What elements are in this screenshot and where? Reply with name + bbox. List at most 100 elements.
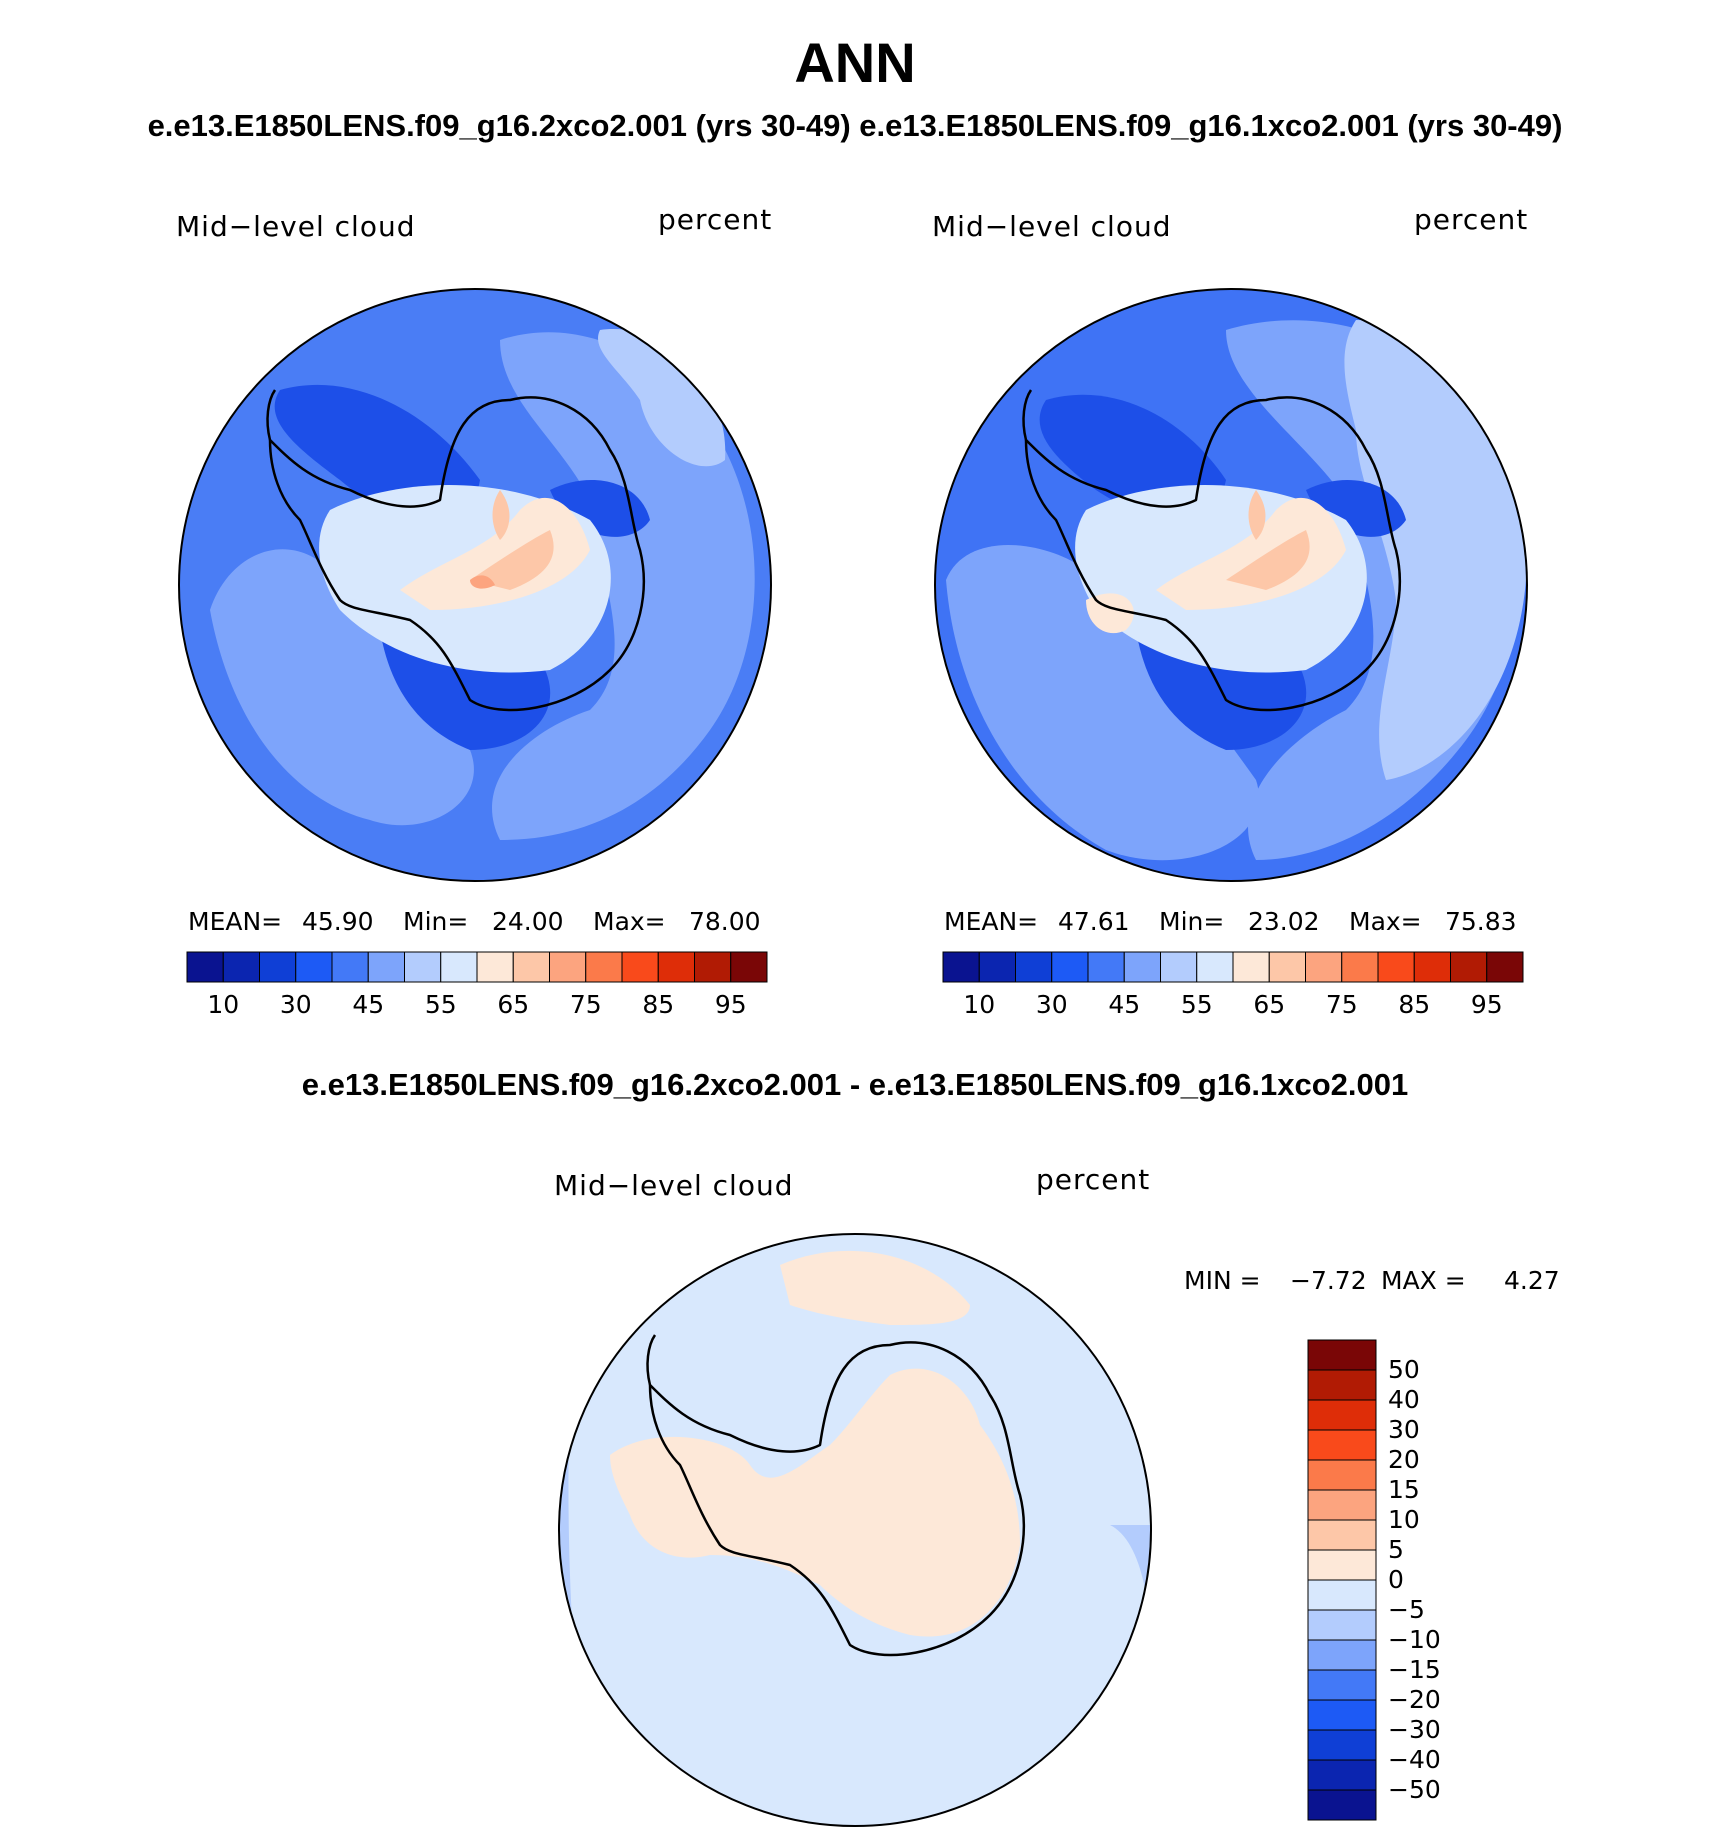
panel2-map [934, 288, 1528, 882]
colorbar-tick-label: −15 [1388, 1655, 1441, 1684]
light-cloud-region [1344, 320, 1526, 780]
colorbar-swatch [1307, 1399, 1377, 1431]
colorbar-swatch [476, 951, 514, 983]
warm-cloud-region [780, 1250, 970, 1325]
colorbar-tick-label: 65 [1253, 990, 1286, 1019]
mid-cloud-region [946, 545, 1259, 861]
colorbar-swatch [1196, 951, 1234, 983]
panel2-mean-value: 47.61 [1058, 907, 1130, 936]
panel1-max-value: 78.00 [689, 907, 761, 936]
colorbar-swatch [1307, 1759, 1377, 1791]
colorbar-tick-label: −20 [1388, 1685, 1441, 1714]
colorbar-tick-label: 85 [1398, 990, 1431, 1019]
colorbar-swatch [1413, 951, 1451, 983]
colorbar-tick-label: 95 [714, 990, 747, 1019]
colorbar-swatch [1015, 951, 1053, 983]
panel2-colorbar [942, 951, 1524, 983]
warm-cloud-region [470, 530, 554, 590]
colorbar-tick-label: −50 [1388, 1775, 1441, 1804]
colorbar-swatch [1307, 1489, 1377, 1521]
panel2-mean-label: MEAN= [944, 907, 1039, 936]
colorbar-tick-label: 75 [569, 990, 602, 1019]
colorbar-swatch [222, 951, 260, 983]
colorbar-tick-label: −30 [1388, 1715, 1441, 1744]
map-boundary [934, 288, 1528, 882]
diff-map [558, 1233, 1152, 1827]
panel1-mean-label: MEAN= [188, 907, 283, 936]
colorbar-swatch [259, 951, 297, 983]
colorbar-tick-label: 10 [963, 990, 996, 1019]
colorbar-tick-label: −5 [1388, 1595, 1425, 1624]
panel1-variable-label: Mid−level cloud [176, 210, 416, 243]
colorbar-swatch [1307, 1339, 1377, 1371]
figure-subtitle: e.e13.E1850LENS.f09_g16.2xco2.001 (yrs 3… [147, 108, 1563, 143]
warm-cloud-region [400, 497, 590, 610]
colorbar-swatch [1307, 1549, 1377, 1581]
colorbar-swatch [1307, 1639, 1377, 1671]
colorbar-swatch [1307, 1579, 1377, 1611]
diff-max-label: MAX = [1381, 1266, 1466, 1295]
colorbar-swatch [1307, 1789, 1377, 1821]
colorbar-tick-label: 55 [1180, 990, 1213, 1019]
colorbar-swatch [978, 951, 1016, 983]
colorbar-swatch [1305, 951, 1343, 983]
diff-units-label: percent [1036, 1163, 1151, 1196]
figure-title: ANN [794, 31, 916, 94]
colorbar-swatch [1123, 951, 1161, 983]
warm-cloud-region [492, 490, 510, 540]
colorbar-tick-label: 75 [1325, 990, 1358, 1019]
panel2-max-value: 75.83 [1445, 907, 1517, 936]
panel2-min-value: 23.02 [1248, 907, 1320, 936]
panel1-mean-value: 45.90 [302, 907, 374, 936]
colorbar-tick-label: 40 [1388, 1385, 1420, 1414]
colorbar-swatch [1051, 951, 1089, 983]
colorbar-swatch [549, 951, 587, 983]
colorbar-swatch [1341, 951, 1379, 983]
colorbar-swatch [1307, 1729, 1377, 1761]
colorbar-swatch [1087, 951, 1125, 983]
light-cloud-region [598, 329, 726, 467]
colorbar-tick-label: 30 [1035, 990, 1068, 1019]
colorbar-tick-label: 20 [1388, 1445, 1420, 1474]
antarctic-peninsula-coastline [1022, 389, 1033, 441]
antarctica-coastline [648, 1341, 1025, 1657]
colorbar-swatch [186, 951, 224, 983]
panel1-units-label: percent [658, 203, 773, 236]
colorbar-swatch [512, 951, 550, 983]
warm-cloud-region [610, 1368, 1020, 1637]
panel1-colorbar [186, 951, 768, 983]
colorbar-swatch [730, 951, 768, 983]
colorbar-tick-label: 10 [1388, 1505, 1420, 1534]
colorbar-swatch [1307, 1669, 1377, 1701]
antarctica-coastline [268, 396, 645, 712]
colorbar-swatch [1268, 951, 1306, 983]
colorbar-swatch [1307, 1609, 1377, 1641]
panel2-units-label: percent [1414, 203, 1529, 236]
panel1-max-label: Max= [593, 907, 666, 936]
colorbar-tick-label: 45 [1108, 990, 1141, 1019]
colorbar-swatch [1450, 951, 1488, 983]
difference-title: e.e13.E1850LENS.f09_g16.2xco2.001 - e.e1… [301, 1067, 1409, 1102]
diff-min-value: −7.72 [1290, 1266, 1367, 1295]
panel2-max-label: Max= [1349, 907, 1422, 936]
warm-cloud-region [1248, 490, 1266, 540]
colorbar-swatch [1307, 1429, 1377, 1461]
mid-cloud-region [210, 549, 474, 826]
colorbar-tick-label: 85 [642, 990, 675, 1019]
panel2-min-label: Min= [1159, 907, 1225, 936]
colorbar-tick-label: −40 [1388, 1745, 1441, 1774]
panel1-min-value: 24.00 [492, 907, 564, 936]
colorbar-swatch [1307, 1369, 1377, 1401]
antarctic-peninsula-coastline [266, 389, 277, 441]
colorbar-tick-label: 5 [1388, 1535, 1404, 1564]
colorbar-swatch [440, 951, 478, 983]
colorbar-tick-label: −10 [1388, 1625, 1441, 1654]
colorbar-swatch [1307, 1519, 1377, 1551]
diff-variable-label: Mid−level cloud [554, 1169, 794, 1202]
colorbar-swatch [367, 951, 405, 983]
colorbar-swatch [404, 951, 442, 983]
colorbar-tick-label: 55 [424, 990, 457, 1019]
colorbar-tick-label: 50 [1388, 1355, 1420, 1384]
colorbar-swatch [585, 951, 623, 983]
warm-cloud-region [1156, 497, 1346, 610]
